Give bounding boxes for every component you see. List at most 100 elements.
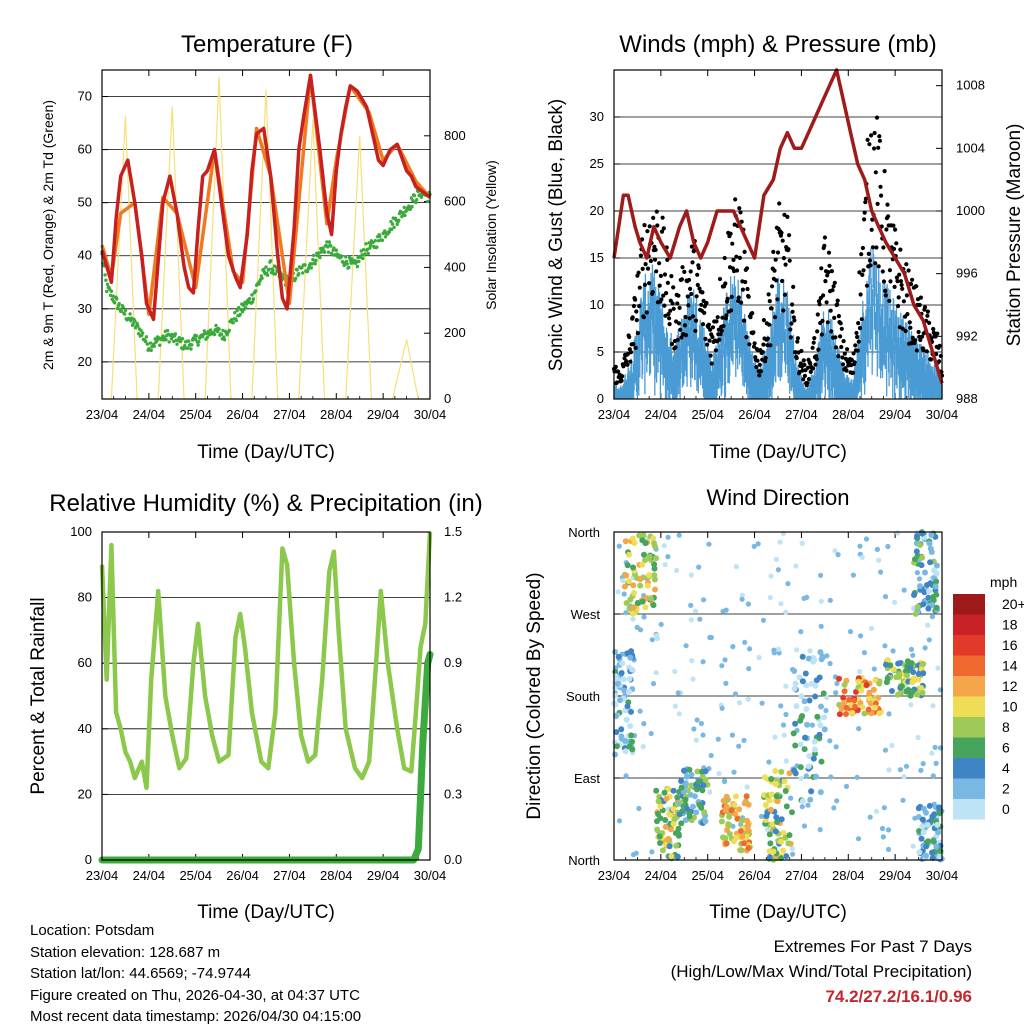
gust-point bbox=[676, 321, 682, 326]
direction-point bbox=[926, 540, 933, 547]
direction-point bbox=[701, 809, 708, 816]
direction-point bbox=[745, 845, 752, 851]
gust-point bbox=[619, 378, 624, 383]
direction-point bbox=[933, 843, 940, 850]
direction-point bbox=[630, 582, 637, 589]
dewpoint-point bbox=[389, 219, 393, 224]
direction-point bbox=[801, 823, 808, 829]
gust-point bbox=[634, 318, 639, 323]
direction-point bbox=[921, 589, 928, 596]
gust-point bbox=[900, 326, 905, 331]
gust-point bbox=[787, 233, 792, 238]
gust-point bbox=[877, 138, 883, 143]
gust-point bbox=[844, 368, 849, 373]
direction-point bbox=[654, 826, 661, 833]
direction-point bbox=[812, 682, 819, 689]
direction-point bbox=[879, 825, 886, 832]
gust-point bbox=[725, 296, 730, 301]
gust-point bbox=[774, 278, 779, 283]
direction-point bbox=[807, 648, 813, 654]
gust-point bbox=[734, 254, 739, 259]
direction-point bbox=[931, 567, 937, 574]
direction-point bbox=[935, 665, 941, 671]
direction-point bbox=[806, 697, 813, 704]
direction-point bbox=[648, 730, 654, 737]
direction-point bbox=[929, 750, 935, 756]
dewpoint-point bbox=[297, 272, 301, 276]
direction-point bbox=[693, 809, 700, 816]
direction-point bbox=[670, 806, 677, 812]
gust-point bbox=[881, 279, 887, 284]
direction-point bbox=[783, 683, 789, 689]
gust-point bbox=[644, 310, 649, 315]
gust-point bbox=[859, 317, 864, 322]
dewpoint-point bbox=[135, 321, 139, 325]
created-text: Figure created on Thu, 2026-04-30, at 04… bbox=[30, 986, 360, 1004]
gust-point bbox=[720, 315, 725, 320]
direction-point bbox=[742, 639, 748, 645]
gust-point bbox=[802, 373, 808, 378]
direction-point bbox=[835, 552, 841, 558]
gust-point bbox=[634, 309, 639, 314]
dewpoint-point bbox=[115, 297, 119, 301]
gust-point bbox=[811, 340, 816, 345]
direction-point bbox=[812, 693, 819, 700]
gust-point bbox=[819, 266, 824, 271]
temperature-9m-line bbox=[100, 73, 432, 316]
direction-point bbox=[674, 794, 681, 801]
gust-point bbox=[899, 282, 904, 288]
direction-point bbox=[631, 590, 637, 596]
gust-point bbox=[714, 319, 719, 324]
direction-point bbox=[904, 672, 911, 679]
colorbar: mph 20+ 18 16 14 12 10 8 6 4 2 0 bbox=[953, 574, 1024, 820]
gust-point bbox=[825, 320, 830, 325]
gust-point bbox=[841, 339, 846, 344]
dewpoint-point bbox=[235, 308, 239, 313]
gust-point bbox=[790, 309, 795, 314]
direction-point bbox=[766, 797, 773, 804]
direction-point bbox=[684, 805, 690, 812]
gust-point bbox=[668, 308, 673, 313]
direction-point bbox=[626, 743, 633, 750]
gust-point bbox=[676, 293, 681, 298]
gust-point bbox=[872, 146, 877, 151]
dewpoint-point bbox=[250, 293, 254, 297]
direction-point bbox=[919, 823, 926, 830]
direction-point bbox=[843, 704, 850, 711]
gust-point bbox=[808, 369, 813, 374]
gust-point bbox=[730, 241, 735, 246]
gust-point bbox=[801, 377, 806, 382]
gust-point bbox=[925, 313, 930, 318]
gust-point bbox=[671, 306, 676, 311]
direction-point bbox=[797, 764, 804, 771]
direction-point bbox=[665, 835, 672, 842]
dewpoint-point bbox=[148, 341, 153, 345]
gust-point bbox=[872, 130, 877, 136]
direction-point bbox=[813, 677, 820, 684]
direction-point bbox=[828, 774, 834, 780]
gust-point bbox=[814, 356, 819, 362]
direction-point bbox=[816, 731, 823, 738]
gust-point bbox=[696, 265, 702, 270]
direction-point bbox=[661, 789, 668, 796]
direction-point bbox=[922, 569, 928, 576]
direction-point bbox=[801, 698, 808, 705]
gust-point bbox=[775, 250, 781, 255]
direction-point bbox=[930, 773, 936, 779]
direction-point bbox=[932, 579, 939, 585]
direction-point bbox=[936, 854, 943, 860]
gust-point bbox=[736, 295, 741, 300]
direction-point bbox=[818, 572, 824, 579]
direction-point bbox=[920, 601, 927, 608]
gust-point bbox=[751, 344, 757, 349]
gust-point bbox=[771, 249, 776, 254]
gust-point bbox=[832, 280, 837, 285]
direction-point bbox=[799, 678, 806, 685]
direction-point bbox=[808, 788, 815, 795]
dewpoint-point bbox=[241, 303, 246, 307]
direction-point bbox=[731, 801, 738, 808]
direction-point bbox=[817, 722, 824, 729]
dewpoint-point bbox=[269, 259, 273, 263]
gust-point bbox=[815, 329, 820, 334]
